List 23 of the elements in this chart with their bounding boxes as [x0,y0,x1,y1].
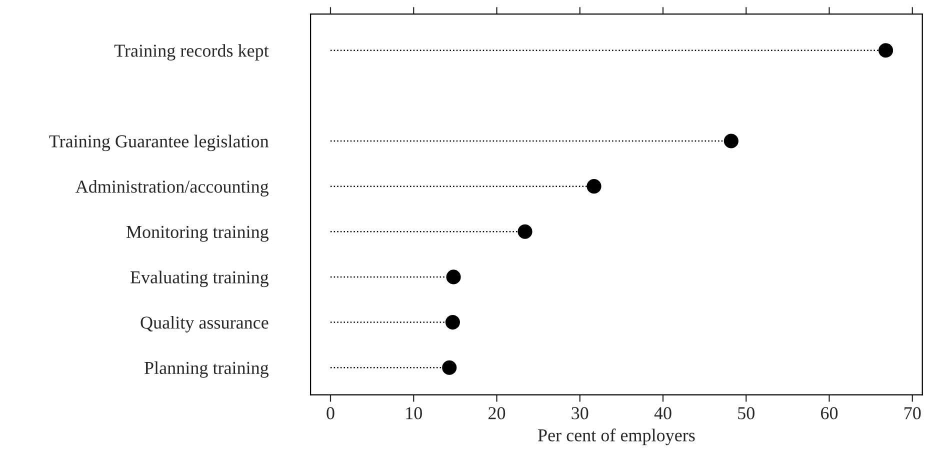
y-tick-label: Administration/accounting [75,180,269,196]
x-tick-label: 40 [654,407,672,420]
y-tick-label: Training Guarantee legislation [49,134,269,152]
x-tick-label: 0 [326,407,334,420]
x-tick-label: 70 [904,407,921,420]
y-tick-label: Quality assurance [140,316,268,332]
y-tick-label: Monitoring training [126,226,269,242]
point [442,360,457,375]
x-tick-label: 60 [821,407,838,420]
x-tick-label: 20 [488,407,506,420]
x-tick-label: 30 [572,407,588,420]
point [878,43,894,58]
point [446,270,461,284]
point [518,224,532,239]
x-axis-title: Per cent of employers [538,428,695,446]
y-tick-label: Training records kept [114,44,269,61]
point [586,179,602,194]
y-tick-label: Planning training [144,361,269,378]
x-tick-label: 50 [738,407,754,420]
y-tick-label: Evaluating training [130,270,269,288]
point [724,134,738,148]
point [445,315,460,330]
x-tick-label: 10 [406,407,422,420]
